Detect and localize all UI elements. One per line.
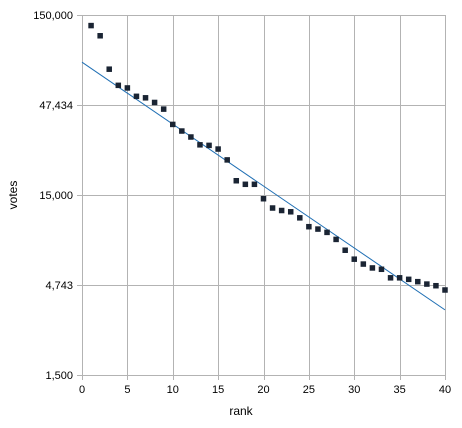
data-point [378, 266, 385, 273]
data-point [360, 261, 367, 267]
data-point [106, 66, 112, 72]
data-point [260, 195, 267, 202]
data-point [197, 142, 203, 148]
data-point [405, 276, 412, 283]
data-point [442, 287, 448, 293]
data-point [160, 106, 167, 112]
y-tick-label: 47,434 [39, 100, 73, 112]
data-point [124, 85, 131, 91]
y-axis-title: votes [6, 181, 20, 210]
x-tick-label: 25 [303, 384, 315, 396]
x-tick-label: 5 [124, 384, 130, 396]
x-tick-label: 30 [348, 384, 360, 396]
y-tick-label: 1,500 [45, 370, 73, 382]
data-point [206, 142, 212, 149]
data-point [287, 209, 294, 215]
data-point [342, 247, 348, 253]
data-point [251, 181, 258, 188]
x-tick-label: 0 [79, 384, 85, 396]
data-point [215, 146, 221, 152]
x-tick-label: 40 [439, 384, 451, 396]
data-points [88, 22, 448, 293]
x-tick-labels: 0 5 10 15 20 25 30 35 40 [79, 384, 451, 396]
data-point [179, 128, 185, 134]
data-point [369, 265, 376, 271]
gridlines [82, 15, 446, 376]
y-tick-labels: 1,500 4,743 15,000 47,434 150,000 [33, 10, 73, 382]
data-point [170, 121, 176, 128]
y-tick-label: 4,743 [45, 280, 73, 292]
trendline [81, 61, 446, 311]
data-point [269, 205, 276, 211]
data-point [306, 223, 312, 230]
data-point [115, 82, 122, 89]
data-point [224, 157, 230, 163]
data-point [424, 281, 430, 287]
trendline-group [81, 61, 446, 311]
data-point [97, 33, 103, 39]
data-point [151, 99, 158, 106]
data-point [297, 215, 303, 221]
x-tick-label: 35 [394, 384, 406, 396]
data-point [88, 22, 94, 29]
x-tick-label: 15 [212, 384, 224, 396]
data-point [233, 177, 240, 184]
data-point [396, 275, 403, 281]
data-point [278, 207, 285, 214]
data-point [242, 181, 249, 188]
data-point [387, 275, 394, 281]
y-tick-label: 15,000 [39, 190, 73, 202]
axes [77, 15, 446, 380]
data-point [433, 282, 439, 289]
data-point [333, 236, 339, 243]
y-tick-label: 150,000 [33, 10, 73, 22]
data-point [351, 256, 357, 262]
data-point [142, 95, 149, 101]
x-axis-title: rank [229, 404, 253, 418]
data-point [415, 278, 421, 285]
data-point [324, 229, 330, 236]
data-point [133, 93, 140, 100]
x-tick-label: 10 [167, 384, 179, 396]
x-tick-label: 20 [257, 384, 269, 396]
data-point [315, 226, 321, 232]
data-point [188, 134, 194, 140]
